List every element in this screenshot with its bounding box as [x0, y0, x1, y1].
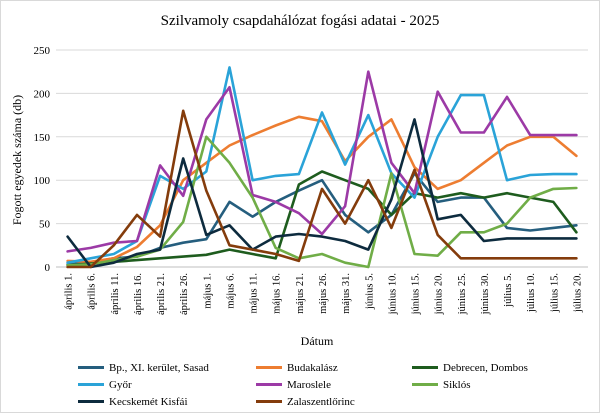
x-tick-label: április 6. — [87, 273, 98, 310]
x-tick-label: május 6. — [225, 273, 236, 309]
x-tick-label: július 10. — [526, 273, 537, 313]
x-tick-label: június 20. — [434, 273, 445, 315]
chart-title: Szilvamoly csapdahálózat fogási adatai -… — [161, 13, 440, 29]
x-tick-label: április 21. — [156, 273, 167, 315]
x-tick-label: május 21. — [295, 273, 306, 314]
x-tick-label: július 20. — [572, 273, 583, 313]
legend-item: Zalaszentlőrinc — [256, 394, 412, 409]
series-line — [66, 109, 578, 269]
series-line — [66, 70, 578, 253]
legend-swatch — [256, 366, 282, 369]
series-line — [66, 118, 578, 269]
legend: Bp., XI. kerület, Sasad Budakalász Debrece… — [78, 360, 588, 409]
y-tick-labels: 0 50 100 150 200 250 — [34, 45, 51, 274]
legend-label: Kecskemét Kisfái — [109, 395, 188, 408]
x-tick-label: június 30. — [480, 273, 491, 315]
x-tick-label: május 1. — [202, 273, 213, 309]
series-line — [66, 170, 578, 267]
series-line — [66, 115, 578, 264]
legend-item: Debrecen, Dombos — [412, 360, 588, 375]
legend-swatch — [256, 400, 282, 403]
y-tick-label: 250 — [34, 45, 51, 57]
legend-label: Debrecen, Dombos — [443, 361, 528, 374]
legend-label: Budakalász — [287, 361, 338, 374]
x-tick-label: június 5. — [364, 273, 375, 310]
legend-swatch — [78, 383, 104, 386]
x-tick-label: április 1. — [64, 273, 75, 310]
series-lines — [66, 66, 578, 269]
legend-item: Bp., XI. kerület, Sasad — [78, 360, 256, 375]
legend-label: Győr — [109, 378, 132, 391]
series-line — [66, 66, 578, 265]
legend-item: Siklós — [412, 377, 588, 392]
legend-item: Budakalász — [256, 360, 412, 375]
legend-label: Zalaszentlőrinc — [287, 395, 355, 408]
legend-label: Maroslele — [287, 378, 331, 391]
legend-swatch — [78, 400, 104, 403]
legend-label: Siklós — [443, 378, 471, 391]
legend-item: Győr — [78, 377, 256, 392]
x-tick-label: június 15. — [411, 273, 422, 315]
x-tick-label: április 11. — [110, 273, 121, 315]
y-axis-label: Fogott egyedek száma (db) — [10, 95, 24, 225]
y-tick-label: 50 — [39, 219, 51, 231]
x-tick-labels: április 1. április 6. április 11. április 1… — [64, 273, 584, 315]
x-tick-label: április 26. — [179, 273, 190, 315]
legend-swatch — [78, 366, 104, 369]
legend-swatch — [412, 383, 438, 386]
x-tick-label: május 16. — [272, 273, 283, 314]
y-tick-label: 100 — [34, 175, 51, 187]
legend-item: Kecskemét Kisfái — [78, 394, 256, 409]
x-tick-label: április 16. — [133, 273, 144, 315]
x-tick-label: május 11. — [249, 273, 260, 313]
x-axis-label: Dátum — [301, 334, 334, 348]
legend-swatch — [412, 366, 438, 369]
x-tick-label: május 26. — [318, 273, 329, 314]
y-tick-label: 0 — [45, 262, 51, 274]
x-tick-label: május 31. — [341, 273, 352, 314]
y-tick-label: 200 — [34, 88, 51, 100]
x-tick-label: június 10. — [387, 273, 398, 315]
x-tick-label: július 15. — [549, 273, 560, 313]
x-tick-label: július 5. — [503, 273, 514, 308]
x-tick-label: június 25. — [457, 273, 468, 315]
legend-label: Bp., XI. kerület, Sasad — [109, 361, 209, 374]
y-tick-label: 150 — [34, 132, 51, 144]
legend-swatch — [256, 383, 282, 386]
legend-item: Maroslele — [256, 377, 412, 392]
